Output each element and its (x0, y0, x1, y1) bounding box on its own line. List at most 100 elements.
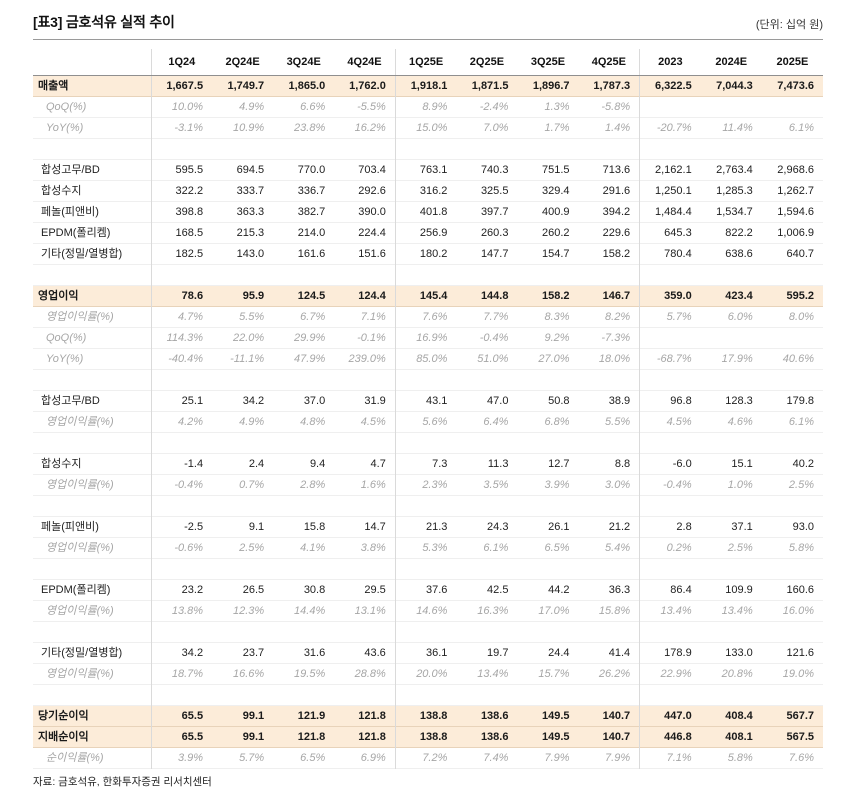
cell (762, 685, 823, 706)
cell: 2.5% (788, 479, 814, 491)
table-row (33, 369, 823, 391)
cell: 780.4 (639, 243, 701, 265)
cell: 26.2% (598, 668, 631, 680)
cell (273, 559, 334, 580)
cell: 1,918.1 (394, 75, 457, 97)
cell: 37.6 (394, 579, 457, 601)
cell: 7.0% (483, 122, 509, 134)
cell (701, 328, 762, 349)
cell: 138.8 (394, 705, 457, 727)
table-row (33, 495, 823, 517)
cell: 4.7 (370, 458, 386, 470)
cell: 34.2 (242, 395, 265, 407)
cell: 1.0% (727, 479, 753, 491)
table-row: 영업이익률(%) 4.7% 5.5% 6.7% 7.1% 7.6% 7.7% 8.3% 8.2%… (33, 306, 823, 328)
cell: 4.8% (300, 416, 326, 428)
cell: 260.3 (480, 227, 509, 239)
cell: 7.7% (483, 311, 509, 323)
header-row: 1Q24 2Q24E 3Q24E 4Q24E 1Q25E 2Q25E 3Q25E 4Q25E 2… (33, 49, 823, 76)
cell: 7.4% (483, 752, 509, 764)
cell: -1.4 (150, 453, 213, 475)
table-row: 영업이익률(%) 4.2% 4.9% 4.8% 4.5% 5.6% 6.4% 6.8% 5.5%… (33, 411, 823, 433)
row-label (33, 265, 151, 286)
cell: 4.5% (639, 411, 701, 433)
row-label (33, 496, 151, 517)
cell (639, 369, 701, 391)
column-header: 2025E (761, 49, 823, 76)
cell: 151.6 (358, 248, 386, 260)
table-row: QoQ(%) 114.3% 22.0% 29.9% -0.1% 16.9% -0.4% 9.2… (33, 327, 823, 349)
cell: 24.3 (487, 521, 509, 533)
cell (517, 433, 578, 454)
row-label: 순이익률(%) (46, 752, 104, 764)
cell: -2.4% (479, 101, 509, 113)
cell: 10.0% (150, 96, 213, 118)
cell (579, 559, 640, 580)
cell: 6.9% (360, 752, 386, 764)
cell: 158.2 (602, 248, 631, 260)
table-row: 기타(정밀/열병합) 34.2 23.7 31.6 43.6 36.1 19.7 24.4 41… (33, 642, 823, 664)
table-row: 당기순이익 65.5 99.1 121.9 121.8 138.8 138.6 149.5 14… (33, 705, 823, 727)
cell (150, 264, 213, 286)
cell (579, 622, 640, 643)
cell: 447.0 (639, 705, 701, 727)
source-note: 자료: 금호석유, 한화투자증권 리서치센터 (33, 776, 212, 788)
cell: -68.7% (639, 348, 701, 370)
cell: 37.1 (731, 521, 753, 533)
cell (639, 621, 701, 643)
cell: 121.8 (358, 710, 386, 722)
cell: 1,534.7 (716, 206, 753, 218)
cell: 24.4 (548, 647, 570, 659)
row-label: 지배순이익 (38, 731, 89, 743)
cell: 292.6 (358, 185, 386, 197)
cell: 2.5% (239, 542, 265, 554)
cell (150, 138, 213, 160)
cell (762, 622, 823, 643)
cell (212, 139, 273, 160)
cell: 160.6 (786, 584, 814, 596)
cell: 5.5% (605, 416, 631, 428)
row-label: 합성고무/BD (41, 164, 100, 176)
cell: -5.5% (357, 101, 386, 113)
cell (517, 622, 578, 643)
cell: 567.7 (786, 710, 814, 722)
cell: 6.1% (788, 122, 814, 134)
cell: 25.1 (150, 390, 213, 412)
cell (456, 622, 517, 643)
cell: 13.4% (639, 600, 701, 622)
row-label: 합성수지 (41, 185, 82, 197)
cell: 5.7% (639, 306, 701, 328)
cell: 1,749.7 (227, 80, 265, 92)
cell (517, 559, 578, 580)
cell: 640.7 (786, 248, 814, 260)
table-title: [표3] 금호석유 실적 추이 (33, 14, 175, 30)
cell (579, 433, 640, 454)
cell (639, 264, 701, 286)
cell: 121.9 (297, 710, 326, 722)
cell: 133.0 (725, 647, 753, 659)
cell (394, 621, 457, 643)
cell: 408.1 (725, 731, 753, 743)
cell (150, 558, 213, 580)
cell: 400.9 (542, 206, 570, 218)
cell: 31.6 (303, 647, 326, 659)
cell: 114.3% (150, 327, 213, 349)
table-row: 합성수지 -1.4 2.4 9.4 4.7 7.3 11.3 12.7 8.8 -6.0 15.1 4… (33, 453, 823, 475)
cell (150, 495, 213, 517)
cell: 322.2 (150, 180, 213, 202)
cell: 21.3 (394, 516, 457, 538)
cell: -0.4% (479, 332, 509, 344)
cell: 96.8 (639, 390, 701, 412)
column-header: 2024E (700, 49, 762, 76)
cell: 8.2% (605, 311, 631, 323)
row-label (33, 685, 151, 706)
cell: 4.1% (300, 542, 326, 554)
cell: 5.4% (605, 542, 631, 554)
cell (456, 559, 517, 580)
cell: 138.6 (480, 710, 509, 722)
cell: 31.9 (364, 395, 386, 407)
row-label: 페놀(피앤비) (41, 206, 99, 218)
cell: -20.7% (639, 117, 701, 139)
table-row (33, 684, 823, 706)
cell: 1,250.1 (639, 180, 701, 202)
